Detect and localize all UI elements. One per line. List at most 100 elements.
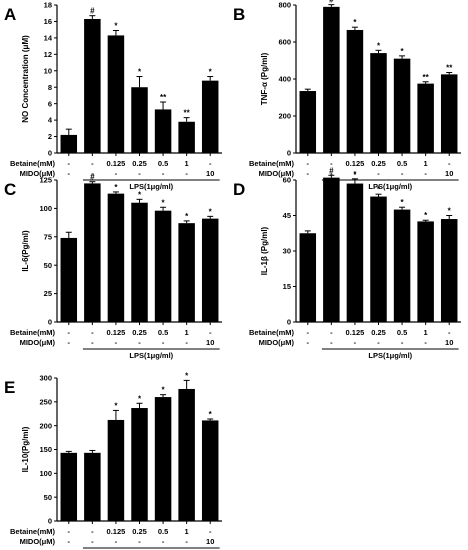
betaine-cell: 0.125 [346,328,365,337]
betaine-cell: 0.5 [397,328,407,337]
betaine-cell: 1 [185,527,189,536]
betaine-row-label: Betaine(mM) [249,328,295,337]
y-tick-label: 400 [278,75,291,84]
mido-cell: - [185,537,188,546]
significance-marker: * [377,41,381,50]
mido-cell: - [115,169,118,178]
panel-letter: B [233,5,245,24]
betaine-cell: 1 [185,159,189,168]
significance-marker: * [424,211,428,220]
panel-D: D 0 15 30 45 60 IL-1β (Pg/ml) # * * * * * Betaine(mM)… [233,166,461,360]
significance-marker: * [209,410,213,419]
y-tick-label: 15 [283,282,291,291]
bar [107,193,125,322]
mido-cell: - [307,169,310,178]
betaine-cell: - [330,159,333,168]
bar [299,91,317,153]
lps-label: LPS(1μg/ml) [368,351,412,360]
betaine-row-label: Betaine(mM) [249,159,295,168]
bar [154,397,172,521]
significance-marker: * [114,21,118,30]
y-tick-label: 16 [44,17,52,26]
mido-cell: - [354,338,357,347]
panel-letter: C [4,180,16,199]
y-tick-label: 4 [48,116,53,125]
betaine-cell: 0.25 [371,159,386,168]
mido-row-label: MIDO(μM) [20,537,56,546]
y-tick-label: 0 [287,318,291,327]
betaine-row-label: Betaine(mM) [10,527,56,536]
y-tick-label: 0 [48,517,52,526]
y-tick-label: 150 [39,445,52,454]
betaine-cell: - [91,159,94,168]
y-tick-label: 30 [283,247,291,256]
bar [440,219,458,322]
betaine-cell: 0.125 [107,328,126,337]
lps-label: LPS(1μg/ml) [129,351,173,360]
y-axis-label: IL-10(Pg/ml) [21,426,30,472]
y-tick-label: 12 [44,50,52,59]
significance-marker: # [90,173,95,182]
lps-label: LPS(1μg/ml) [129,182,173,191]
mido-cell: - [68,537,71,546]
significance-marker: * [162,386,166,395]
mido-cell: 10 [445,169,453,178]
mido-cell: - [162,338,165,347]
significance-marker: * [401,47,405,56]
mido-cell: - [377,169,380,178]
bar [154,109,172,153]
bar [370,53,387,153]
betaine-cell: - [209,328,212,337]
mido-cell: - [115,537,118,546]
mido-cell: - [401,338,404,347]
significance-marker: * [138,68,142,77]
significance-marker: * [185,212,189,221]
mido-cell: - [91,338,94,347]
y-tick-label: 75 [44,232,52,241]
mido-cell: - [185,338,188,347]
betaine-cell: - [307,159,310,168]
significance-marker: ** [446,64,453,73]
y-tick-label: 800 [278,1,291,10]
mido-row-label: MIDO(μM) [20,338,56,347]
betaine-cell: 0.25 [132,159,147,168]
bar [417,221,434,322]
y-axis-label: TNF-α (Pg/ml) [260,52,269,105]
significance-marker: * [138,190,142,199]
significance-marker: ** [184,109,191,118]
significance-marker: * [353,18,357,27]
mido-cell: 10 [206,338,214,347]
y-tick-label: 60 [283,176,291,185]
betaine-row-label: Betaine(mM) [10,159,56,168]
y-tick-label: 25 [44,289,52,298]
y-tick-label: 14 [44,33,53,42]
betaine-cell: 0.5 [158,527,168,536]
betaine-cell: - [68,527,71,536]
betaine-cell: 0.25 [132,328,147,337]
betaine-cell: - [448,159,451,168]
betaine-cell: 0.25 [132,527,147,536]
bar [201,80,219,153]
y-tick-label: 45 [283,211,291,220]
bar [60,134,78,153]
mido-cell: - [424,169,427,178]
mido-row-label: MIDO(μM) [259,338,295,347]
mido-cell: - [138,338,141,347]
bar [60,452,78,521]
significance-marker: * [185,371,189,380]
betaine-cell: 0.5 [158,328,168,337]
y-tick-label: 300 [39,374,52,383]
y-tick-label: 100 [39,469,52,478]
betaine-cell: 0.125 [107,159,126,168]
significance-marker: * [448,207,452,216]
bar [84,452,101,521]
bar [60,237,78,322]
bar [323,6,340,153]
y-tick-label: 250 [39,397,52,406]
mido-cell: - [330,338,333,347]
mido-cell: - [162,169,165,178]
y-tick-label: 50 [44,493,52,502]
y-tick-label: 600 [278,38,291,47]
mido-cell: - [185,169,188,178]
